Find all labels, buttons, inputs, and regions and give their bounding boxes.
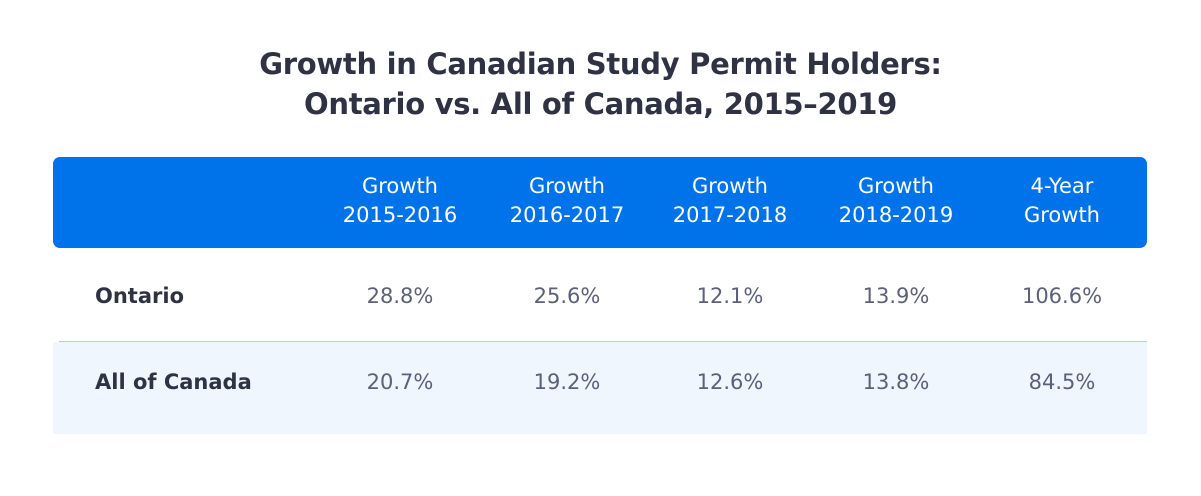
table-cell: 12.6% [696,370,764,394]
column-header-line: Growth [1023,203,1100,227]
column-header: Growth 2018-2019 [816,172,976,230]
table-row-all-of-canada [53,342,1147,434]
table-cell: 25.6% [533,284,601,308]
table-cell: 84.5% [1028,370,1096,394]
column-header-line: 2017-2018 [672,203,788,227]
table-cell: 106.6% [1021,284,1103,308]
table-header [53,157,1147,248]
table-cell: 19.2% [533,370,601,394]
column-header-line: Growth [528,174,605,198]
column-header: Growth 2016-2017 [487,172,647,230]
column-header-line: Growth [691,174,768,198]
table-cell: 13.9% [862,284,930,308]
column-header-line: 2015-2016 [342,203,458,227]
column-header: Growth 2015-2016 [320,172,480,230]
table-cell: 12.1% [696,284,764,308]
column-header-line: 2016-2017 [509,203,625,227]
chart-title: Growth in Canadian Study Permit Holders:… [0,44,1201,124]
column-header-line: 2018-2019 [838,203,954,227]
column-header-line: Growth [361,174,438,198]
table-cell: 28.8% [366,284,434,308]
row-label: All of Canada [95,370,252,394]
table-cell: 13.8% [862,370,930,394]
column-header: 4-Year Growth [982,172,1142,230]
row-divider [59,341,1147,342]
title-line-2: Ontario vs. All of Canada, 2015–2019 [304,87,897,121]
table-cell: 20.7% [366,370,434,394]
column-header-line: Growth [857,174,934,198]
column-header-line: 4-Year [1030,174,1094,198]
column-header: Growth 2017-2018 [650,172,810,230]
title-line-1: Growth in Canadian Study Permit Holders: [259,47,942,81]
table-row-ontario [53,250,1147,341]
row-label: Ontario [95,284,184,308]
